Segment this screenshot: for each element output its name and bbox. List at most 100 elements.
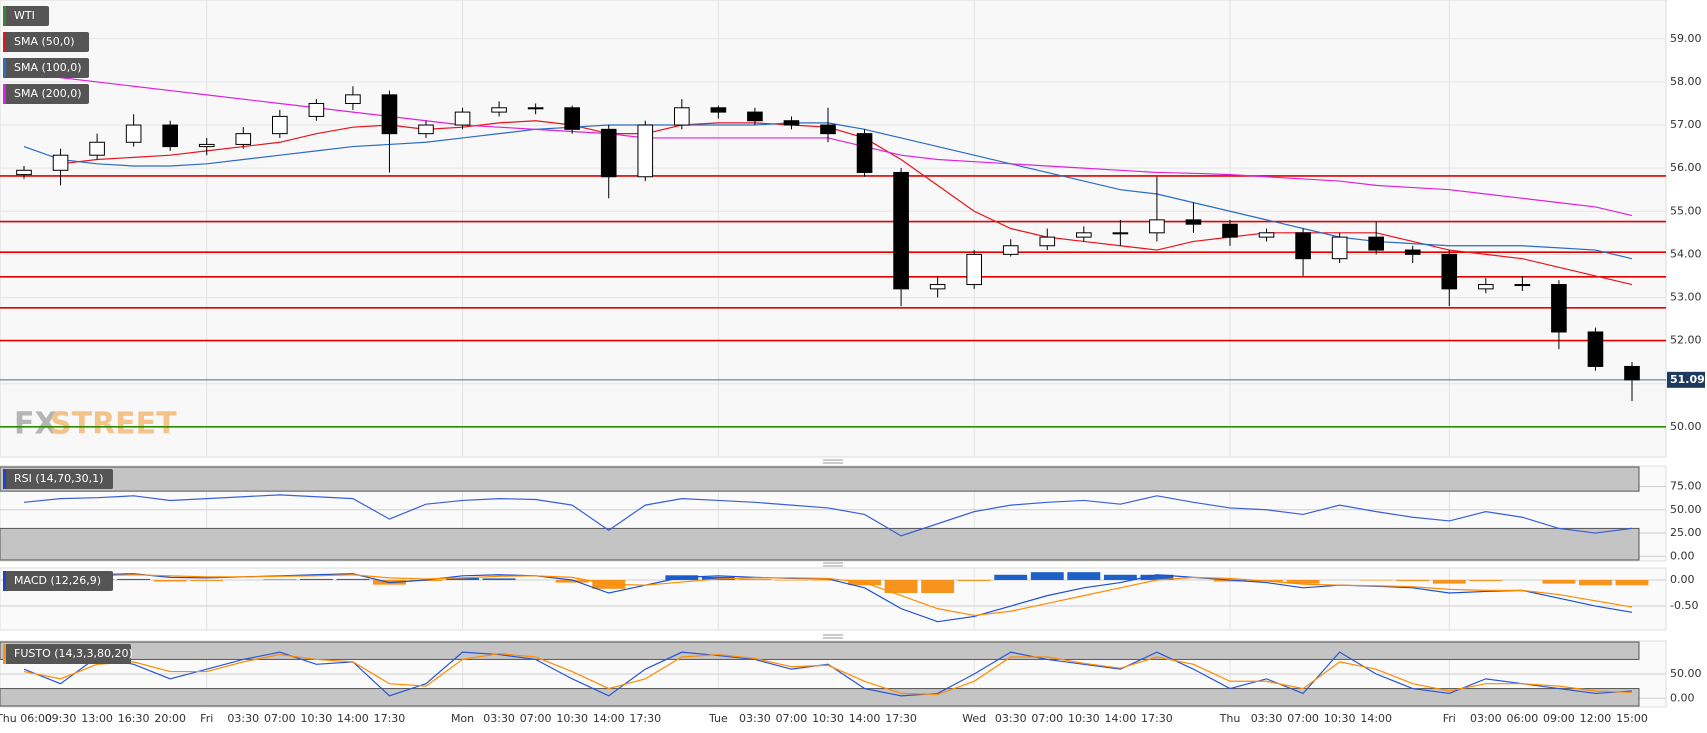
x-tick-label: 10:30 bbox=[301, 712, 333, 725]
last-price-box bbox=[1667, 371, 1705, 388]
y-tick-label: 50.00 bbox=[1670, 667, 1702, 680]
candle-body bbox=[1478, 284, 1494, 290]
macd-histogram-bar bbox=[1213, 579, 1247, 582]
candle-body bbox=[1514, 284, 1531, 287]
candle-body bbox=[454, 111, 471, 126]
legend-label: SMA (200,0) bbox=[14, 87, 82, 100]
candle-body bbox=[637, 124, 654, 178]
x-tick-label: Fri bbox=[1443, 712, 1456, 725]
x-tick-label: 17:30 bbox=[374, 712, 406, 725]
panel-handles bbox=[823, 459, 843, 639]
candle-body bbox=[856, 133, 873, 173]
x-tick-label: 17:30 bbox=[1141, 712, 1173, 725]
x-tick-label: Thu 06:00 bbox=[0, 712, 52, 725]
macd-histogram-bar bbox=[299, 578, 333, 580]
x-tick-label: Tue bbox=[708, 712, 728, 725]
macd-histogram-bar bbox=[775, 579, 808, 581]
legend-stripe bbox=[3, 571, 6, 591]
legend-stripe bbox=[3, 469, 6, 489]
y-tick-label: 54.00 bbox=[1670, 247, 1702, 260]
macd-histogram-bar bbox=[1542, 579, 1576, 584]
macd-histogram-bar bbox=[263, 579, 297, 580]
candle-body bbox=[1404, 249, 1421, 255]
candle-body bbox=[564, 107, 580, 130]
x-tick-label: 06:00 bbox=[1507, 712, 1539, 725]
x-tick-label: 10:30 bbox=[556, 712, 588, 725]
macd-histogram-bar bbox=[884, 579, 918, 594]
x-tick-label: Thu bbox=[1219, 712, 1241, 725]
x-tick-label: 03:30 bbox=[995, 712, 1027, 725]
y-tick-label: 59.00 bbox=[1670, 32, 1702, 45]
macd-histogram-bar bbox=[1432, 579, 1466, 584]
legend-box bbox=[3, 84, 89, 104]
x-tick-label: 07:00 bbox=[264, 712, 296, 725]
x-tick-label: 14:00 bbox=[593, 712, 625, 725]
x-tick-label: 03:30 bbox=[739, 712, 771, 725]
candle-body bbox=[491, 107, 507, 113]
macd-histogram-bar bbox=[1359, 579, 1393, 581]
sma-line bbox=[60, 120, 1633, 286]
x-tick-label: 12:00 bbox=[1580, 712, 1612, 725]
y-tick-label: 57.00 bbox=[1670, 118, 1702, 131]
x-tick-label: 17:30 bbox=[629, 712, 661, 725]
indicator-line bbox=[23, 653, 1633, 695]
x-tick-label: 07:00 bbox=[1287, 712, 1319, 725]
candle-body bbox=[418, 124, 434, 135]
y-tick-label: 58.00 bbox=[1670, 75, 1702, 88]
x-tick-label: 03:00 bbox=[1470, 712, 1502, 725]
x-tick-label: 17:30 bbox=[885, 712, 917, 725]
x-tick-label: Fri bbox=[200, 712, 213, 725]
x-tick-label: 03:30 bbox=[483, 712, 515, 725]
legend-box bbox=[3, 644, 131, 664]
y-tick-label: 50.00 bbox=[1670, 420, 1702, 433]
y-tick-label: 0.00 bbox=[1670, 549, 1695, 562]
y-tick-label: 55.00 bbox=[1670, 204, 1702, 217]
candle-body bbox=[1076, 232, 1092, 238]
legend-stripe bbox=[3, 6, 6, 26]
legend-box bbox=[3, 571, 113, 591]
candle-body bbox=[89, 141, 105, 156]
candle-body bbox=[16, 169, 32, 176]
legend-box bbox=[3, 6, 49, 26]
watermark-prefix: FX bbox=[14, 407, 58, 442]
macd-histogram-bar bbox=[555, 579, 589, 583]
watermark-suffix: STREET bbox=[50, 407, 177, 442]
candle-body bbox=[1039, 236, 1056, 247]
candle-body bbox=[1441, 253, 1458, 290]
legend-label: MACD (12,26,9) bbox=[14, 574, 101, 587]
candle-body bbox=[929, 284, 946, 290]
candle-body bbox=[600, 128, 617, 178]
macd-histogram-bar bbox=[1579, 579, 1612, 586]
candle-body bbox=[1258, 232, 1275, 238]
x-tick-label: 07:00 bbox=[1031, 712, 1063, 725]
x-tick-label: 07:00 bbox=[776, 712, 808, 725]
legend-stripe bbox=[3, 32, 6, 52]
macd-panel bbox=[0, 567, 1667, 631]
macd-histogram-bar bbox=[1030, 572, 1064, 580]
candle-body bbox=[381, 94, 398, 135]
macd-histogram-bar bbox=[994, 574, 1028, 580]
candle-body bbox=[1368, 236, 1384, 251]
legend-box bbox=[3, 469, 113, 489]
macd-histogram-bar bbox=[336, 578, 370, 580]
candle-body bbox=[272, 115, 288, 135]
macd-histogram-bar bbox=[1067, 572, 1101, 580]
x-tick-label: 20:00 bbox=[154, 712, 186, 725]
candle-body bbox=[1331, 236, 1348, 260]
macd-histogram-bar bbox=[117, 578, 151, 580]
x-tick-label: 14:00 bbox=[1360, 712, 1392, 725]
macd-histogram-bar bbox=[190, 579, 224, 582]
candle-body bbox=[1624, 365, 1640, 381]
macd-histogram-bar bbox=[1469, 579, 1503, 582]
x-tick-label: 15:00 bbox=[1616, 712, 1648, 725]
macd-histogram-bar bbox=[921, 579, 955, 594]
macd-histogram-bar bbox=[153, 579, 187, 582]
candle-body bbox=[198, 143, 215, 148]
y-tick-label: -0.50 bbox=[1670, 599, 1698, 612]
legend-stripe bbox=[3, 58, 6, 78]
oversold-zone bbox=[0, 527, 1640, 561]
legend-box bbox=[3, 58, 89, 78]
x-tick-label: Mon bbox=[451, 712, 474, 725]
x-tick-label: 13:00 bbox=[81, 712, 113, 725]
